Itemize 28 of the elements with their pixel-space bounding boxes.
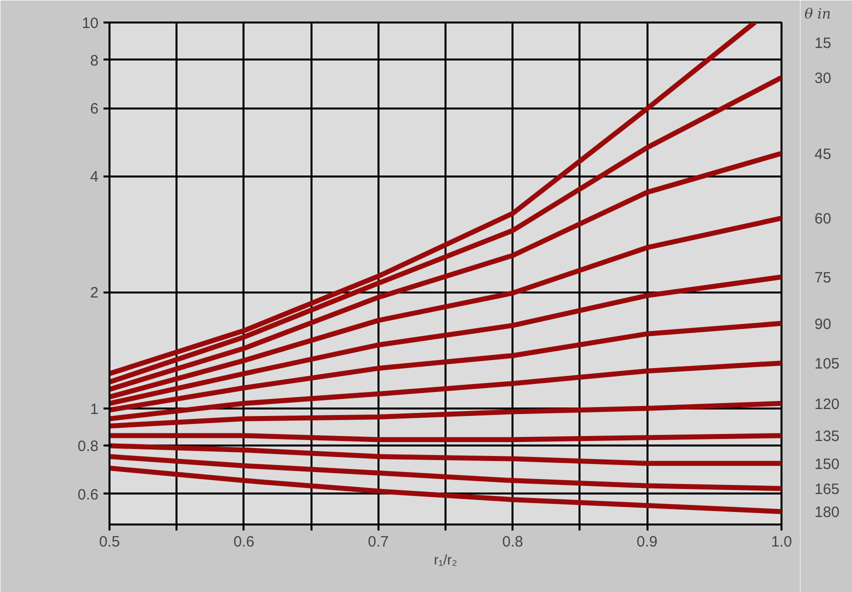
- x-tick-label: 0.7: [368, 534, 389, 550]
- x-tick-label: 0.9: [636, 534, 658, 550]
- x-tick-label: 0.5: [99, 534, 120, 550]
- text: 45: [814, 146, 832, 163]
- text: 150: [814, 456, 840, 473]
- text: 75: [814, 269, 832, 286]
- text: 165: [814, 480, 840, 498]
- x-tick-label: 0.6: [233, 534, 254, 550]
- y-tick-label: 1: [90, 400, 98, 418]
- x-axis-title: r₁/r₂: [434, 552, 458, 568]
- text: 15: [814, 35, 832, 52]
- y-tick-label: 0.8: [78, 438, 99, 456]
- text: 105: [814, 356, 840, 373]
- y-tick-label: 8: [90, 52, 98, 70]
- y-tick-label: 4: [90, 168, 98, 186]
- text: 60: [814, 210, 832, 228]
- text: 90: [814, 316, 832, 333]
- text: 180: [814, 504, 840, 522]
- y-tick-label: 10: [82, 15, 99, 32]
- text: 135: [814, 428, 840, 446]
- text: 30: [814, 70, 832, 88]
- y-tick-label: 2: [90, 284, 98, 302]
- y-tick-label: 6: [90, 100, 98, 118]
- y-tick-label: 0.6: [78, 486, 99, 504]
- legend-title: θ in: [804, 6, 831, 22]
- text: 120: [814, 396, 840, 413]
- x-tick-label: 0.8: [502, 534, 524, 550]
- x-tick-label: 1.0: [771, 534, 792, 550]
